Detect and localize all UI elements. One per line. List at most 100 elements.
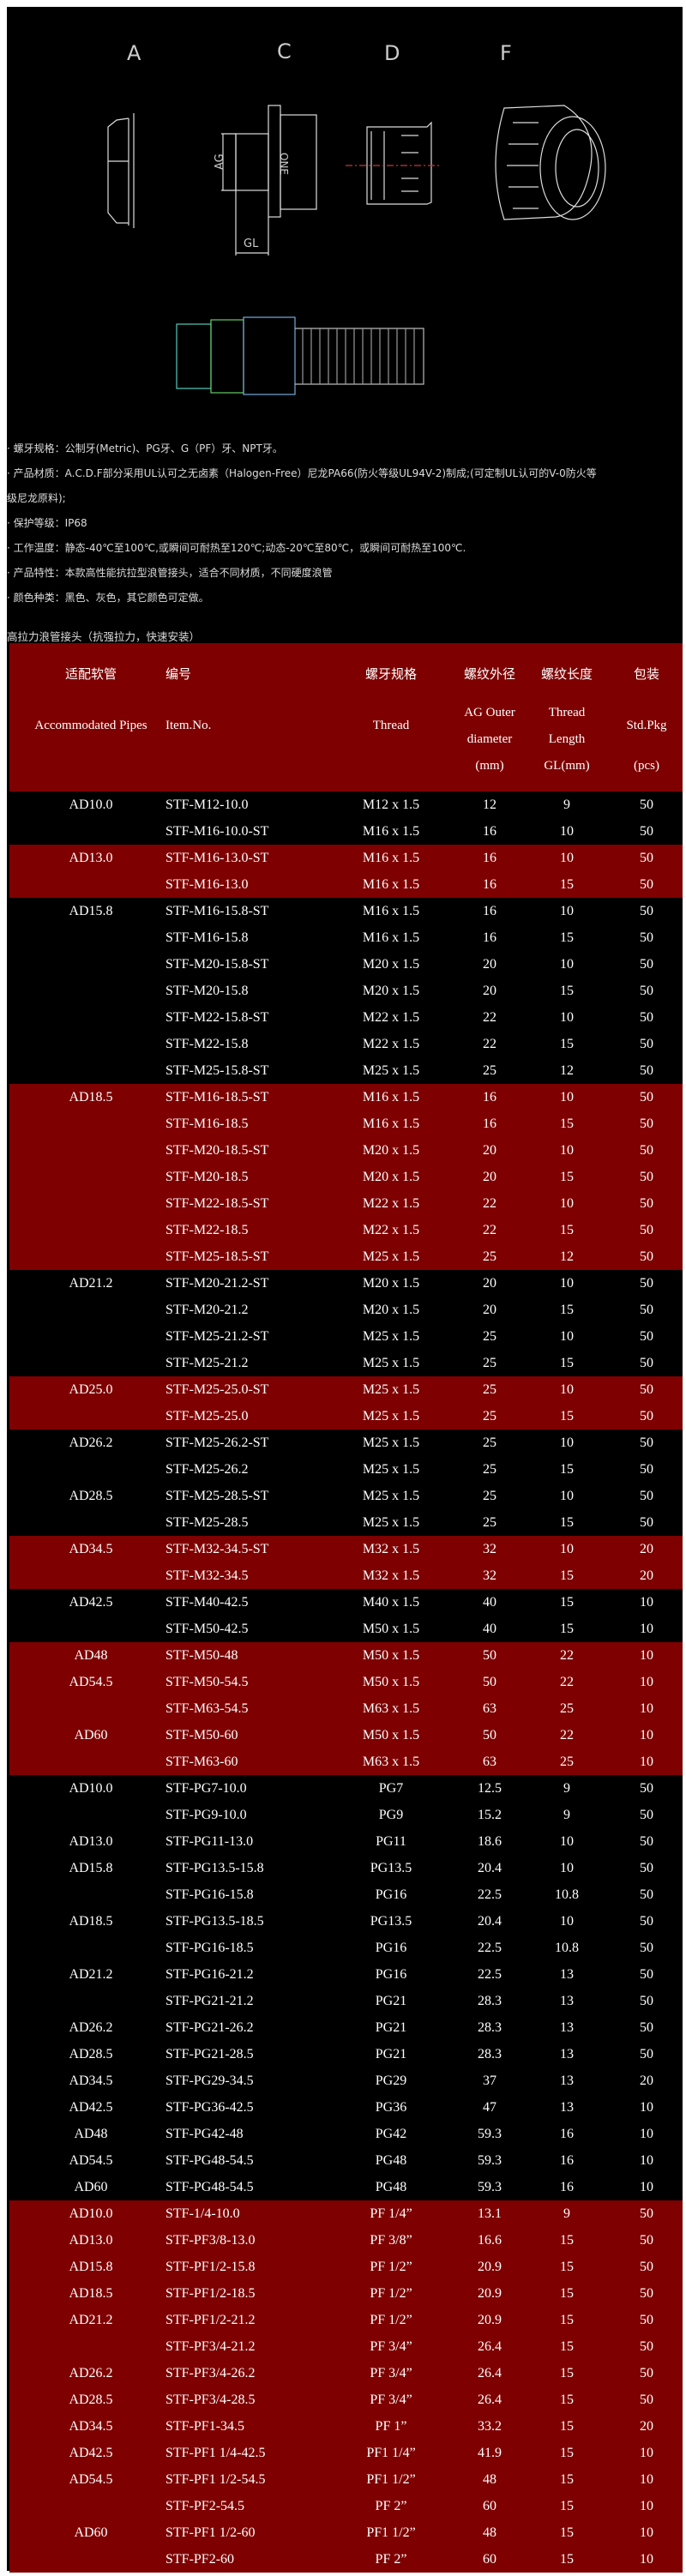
- spec-colors: · 颜色种类：黑色、灰色，其它颜色可定做。: [7, 592, 209, 604]
- cell-gl: 13: [560, 1967, 574, 1982]
- cell-item: STF-M50-60: [165, 1728, 238, 1742]
- table-row: AD10.0 STF-1/4-10.0 PF 1/4” 13.1 9 50: [9, 2200, 683, 2227]
- cell-ag: 26.4: [478, 2366, 502, 2380]
- table-row: AD28.5 STF-PG21-28.5 PG21 28.3 13 50: [9, 2041, 683, 2067]
- cell-thread: M16 x 1.5: [362, 904, 420, 918]
- cell-ag: 32: [483, 1542, 496, 1556]
- cell-thread: M63 x 1.5: [362, 1754, 420, 1769]
- cell-pkg: 50: [640, 1515, 653, 1530]
- cell-pkg: 10: [640, 2472, 653, 2487]
- cell-ag: 32: [483, 1568, 496, 1583]
- cell-ag: 20.9: [478, 2286, 502, 2301]
- cell-ag: 20: [483, 1170, 496, 1184]
- cell-pkg: 10: [640, 2127, 653, 2141]
- spec-list: · 螺牙规格：公制牙(Metric)、PG牙、G（PF）牙、NPT牙。 · 产品…: [7, 440, 683, 606]
- cell-thread: M25 x 1.5: [362, 1356, 420, 1370]
- cell-gl: 15: [560, 2446, 574, 2460]
- cell-gl: 15: [560, 1223, 574, 1237]
- cell-item: STF-M25-21.2-ST: [165, 1329, 269, 1344]
- cell-pipe: AD21.2: [69, 1276, 113, 1291]
- cell-thread: PG11: [376, 1834, 406, 1849]
- cell-item: STF-M22-18.5: [165, 1223, 249, 1237]
- cell-ag: 63: [483, 1701, 496, 1716]
- cell-pkg: 50: [640, 1010, 653, 1025]
- cell-ag: 22: [483, 1010, 496, 1025]
- cell-item: STF-M16-13.0: [165, 877, 249, 892]
- table-row: STF-M25-26.2 M25 x 1.5 25 15 50: [9, 1456, 683, 1483]
- technical-drawing: A C D F AG GL ONE: [107, 39, 606, 395]
- cell-pipe: AD28.5: [69, 2392, 113, 2407]
- cell-pkg: 20: [640, 2419, 653, 2434]
- cell-pkg: 10: [640, 2100, 653, 2115]
- part-c-shape: AG GL ONE: [214, 105, 317, 256]
- cell-gl: 10.8: [555, 1941, 579, 1955]
- cell-pipe: AD28.5: [69, 1489, 113, 1503]
- cell-thread: PF 3/8”: [370, 2233, 412, 2248]
- cell-ag: 47: [483, 2100, 496, 2115]
- table-row: AD34.5 STF-M32-34.5-ST M32 x 1.5 32 10 20: [9, 1536, 683, 1562]
- table-row: AD34.5 STF-PG29-34.5 PG29 37 13 20: [9, 2067, 683, 2094]
- header-pipes-en: Accommodated Pipes: [34, 719, 147, 732]
- table-row: AD18.5 STF-PF1/2-18.5 PF 1/2” 20.9 15 50: [9, 2280, 683, 2307]
- cell-thread: M22 x 1.5: [362, 1223, 420, 1237]
- cell-gl: 10.8: [555, 1887, 579, 1902]
- cell-gl: 15: [560, 2392, 574, 2407]
- table-row: AD18.5 STF-PG13.5-18.5 PG13.5 20.4 10 50: [9, 1908, 683, 1935]
- cell-pkg: 50: [640, 2020, 653, 2035]
- table-row: STF-M22-15.8 M22 x 1.5 22 15 50: [9, 1031, 683, 1057]
- cell-item: STF-PF1-34.5: [165, 2419, 245, 2434]
- part-label-a: A: [127, 41, 141, 65]
- cell-ag: 48: [483, 2525, 496, 2540]
- table-row: AD28.5 STF-PF3/4-28.5 PF 3/4” 26.4 15 50: [9, 2386, 683, 2413]
- cell-gl: 10: [560, 957, 574, 972]
- cell-ag: 41.9: [478, 2446, 502, 2460]
- cell-thread: M16 x 1.5: [362, 1116, 420, 1131]
- cell-ag: 59.3: [478, 2180, 502, 2194]
- cell-pipe: AD54.5: [69, 1675, 113, 1689]
- part-a-shape: [107, 113, 135, 228]
- cell-gl: 15: [560, 1037, 574, 1051]
- dim-gl-label: GL: [244, 238, 259, 250]
- cell-thread: PG42: [375, 2127, 407, 2141]
- cell-item: STF-M25-28.5-ST: [165, 1489, 269, 1503]
- cell-gl: 10: [560, 1861, 574, 1875]
- table-row: STF-M50-42.5 M50 x 1.5 40 15 10: [9, 1616, 683, 1642]
- cell-pkg: 50: [640, 1462, 653, 1477]
- cell-gl: 9: [563, 2206, 570, 2221]
- cell-gl: 13: [560, 2047, 574, 2061]
- cell-gl: 10: [560, 1090, 574, 1104]
- cell-thread: M25 x 1.5: [362, 1462, 420, 1477]
- cell-thread: M16 x 1.5: [362, 851, 420, 865]
- cell-ag: 20: [483, 984, 496, 998]
- cell-item: STF-PF1/2-21.2: [165, 2313, 256, 2327]
- cell-thread: M50 x 1.5: [362, 1622, 420, 1636]
- cell-thread: M20 x 1.5: [362, 1170, 420, 1184]
- table-row: AD54.5 STF-PF1 1/2-54.5 PF1 1/2” 48 15 10: [9, 2466, 683, 2493]
- cell-thread: M25 x 1.5: [362, 1382, 420, 1397]
- cell-gl: 10: [560, 851, 574, 865]
- table-row: AD15.8 STF-M16-15.8-ST M16 x 1.5 16 10 50: [9, 898, 683, 924]
- table-row: STF-PG16-18.5 PG16 22.5 10.8 50: [9, 1935, 683, 1961]
- cell-pkg: 50: [640, 984, 653, 998]
- cell-pkg: 50: [640, 904, 653, 918]
- cell-item: STF-PF3/4-21.2: [165, 2339, 256, 2354]
- cell-gl: 22: [560, 1675, 574, 1689]
- cell-pkg: 50: [640, 1116, 653, 1131]
- cell-pipe: AD54.5: [69, 2153, 113, 2168]
- cell-gl: 10: [560, 1435, 574, 1450]
- cell-gl: 25: [560, 1754, 574, 1769]
- table-row: STF-PF3/4-21.2 PF 3/4” 26.4 15 50: [9, 2333, 683, 2360]
- table-row: AD28.5 STF-M25-28.5-ST M25 x 1.5 25 10 50: [9, 1483, 683, 1509]
- cell-gl: 15: [560, 2419, 574, 2434]
- cell-thread: PF 1”: [375, 2419, 407, 2434]
- cell-thread: M16 x 1.5: [362, 1090, 420, 1104]
- header-gl-en: Thread Length: [548, 706, 586, 746]
- cell-item: STF-M22-15.8-ST: [165, 1010, 269, 1025]
- assembly-drawing: [176, 316, 424, 395]
- cell-ag: 25: [483, 1382, 496, 1397]
- cell-thread: PG21: [375, 2020, 407, 2035]
- table-row: AD10.0 STF-M12-10.0 M12 x 1.5 12 9 50: [9, 791, 683, 818]
- cell-pkg: 50: [640, 797, 653, 812]
- cell-ag: 22: [483, 1196, 496, 1211]
- cell-item: STF-M25-28.5: [165, 1515, 249, 1530]
